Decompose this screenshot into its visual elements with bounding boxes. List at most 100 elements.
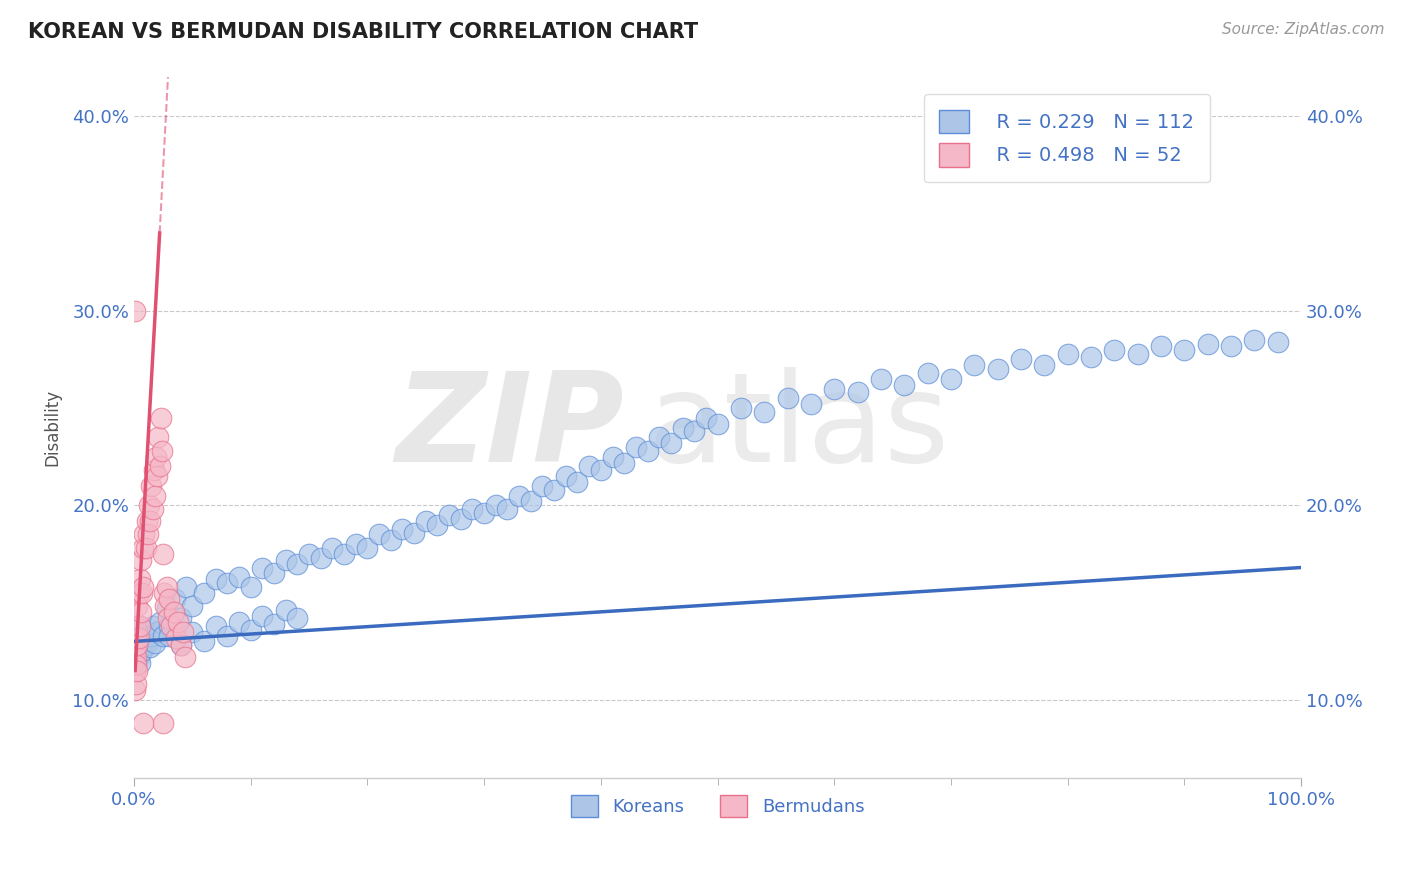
Point — [181, 624, 204, 639]
Point — [132, 541, 155, 555]
Point — [135, 514, 157, 528]
Point — [239, 580, 262, 594]
Point — [163, 591, 186, 606]
Point — [1197, 337, 1219, 351]
Point — [1104, 343, 1126, 357]
Point — [142, 502, 165, 516]
Point — [156, 611, 179, 625]
Point — [156, 580, 179, 594]
Point — [1033, 358, 1056, 372]
Point — [149, 459, 172, 474]
Point — [543, 483, 565, 497]
Point — [127, 644, 149, 658]
Point — [917, 366, 939, 380]
Point — [125, 634, 148, 648]
Point — [174, 650, 197, 665]
Point — [1173, 343, 1195, 357]
Point — [150, 443, 173, 458]
Point — [461, 502, 484, 516]
Point — [391, 522, 413, 536]
Point — [531, 479, 554, 493]
Point — [1010, 352, 1032, 367]
Point — [156, 601, 179, 615]
Point — [146, 624, 169, 639]
Point — [356, 541, 378, 555]
Point — [169, 638, 191, 652]
Point — [939, 372, 962, 386]
Point — [128, 619, 150, 633]
Point — [146, 469, 169, 483]
Point — [129, 605, 152, 619]
Point — [141, 479, 163, 493]
Point — [132, 631, 155, 645]
Point — [893, 377, 915, 392]
Point — [823, 382, 845, 396]
Point — [567, 475, 589, 489]
Point — [135, 638, 157, 652]
Point — [274, 553, 297, 567]
Point — [508, 489, 530, 503]
Point — [263, 616, 285, 631]
Point — [142, 463, 165, 477]
Point — [138, 498, 160, 512]
Point — [963, 358, 986, 372]
Point — [870, 372, 893, 386]
Point — [132, 580, 155, 594]
Point — [683, 425, 706, 439]
Point — [252, 609, 274, 624]
Point — [648, 430, 671, 444]
Point — [134, 634, 156, 648]
Point — [125, 631, 148, 645]
Point — [128, 586, 150, 600]
Text: Source: ZipAtlas.com: Source: ZipAtlas.com — [1222, 22, 1385, 37]
Point — [520, 494, 543, 508]
Point — [132, 716, 155, 731]
Point — [128, 650, 150, 665]
Point — [239, 623, 262, 637]
Point — [141, 629, 163, 643]
Point — [344, 537, 367, 551]
Point — [131, 644, 153, 658]
Point — [671, 420, 693, 434]
Point — [228, 615, 250, 629]
Point — [129, 629, 152, 643]
Point — [1080, 351, 1102, 365]
Point — [181, 599, 204, 614]
Point — [149, 410, 172, 425]
Point — [613, 456, 636, 470]
Point — [754, 405, 776, 419]
Point — [124, 303, 146, 318]
Point — [157, 629, 180, 643]
Point — [204, 619, 226, 633]
Point — [128, 624, 150, 639]
Point — [176, 580, 198, 594]
Point — [165, 631, 187, 645]
Point — [706, 417, 728, 431]
Point — [624, 440, 647, 454]
Point — [659, 436, 682, 450]
Point — [437, 508, 460, 522]
Y-axis label: Disability: Disability — [44, 389, 60, 466]
Point — [135, 624, 157, 639]
Point — [124, 683, 146, 698]
Point — [485, 498, 508, 512]
Point — [127, 638, 149, 652]
Point — [193, 634, 215, 648]
Point — [695, 410, 717, 425]
Point — [139, 514, 162, 528]
Point — [380, 533, 402, 548]
Point — [287, 611, 309, 625]
Point — [163, 605, 186, 619]
Point — [1150, 339, 1173, 353]
Text: KOREAN VS BERMUDAN DISABILITY CORRELATION CHART: KOREAN VS BERMUDAN DISABILITY CORRELATIO… — [28, 22, 699, 42]
Point — [800, 397, 823, 411]
Point — [124, 644, 146, 658]
Point — [263, 566, 285, 581]
Point — [129, 553, 152, 567]
Point — [128, 619, 150, 633]
Point — [134, 527, 156, 541]
Point — [321, 541, 343, 555]
Point — [169, 611, 191, 625]
Point — [1243, 333, 1265, 347]
Point — [139, 640, 162, 655]
